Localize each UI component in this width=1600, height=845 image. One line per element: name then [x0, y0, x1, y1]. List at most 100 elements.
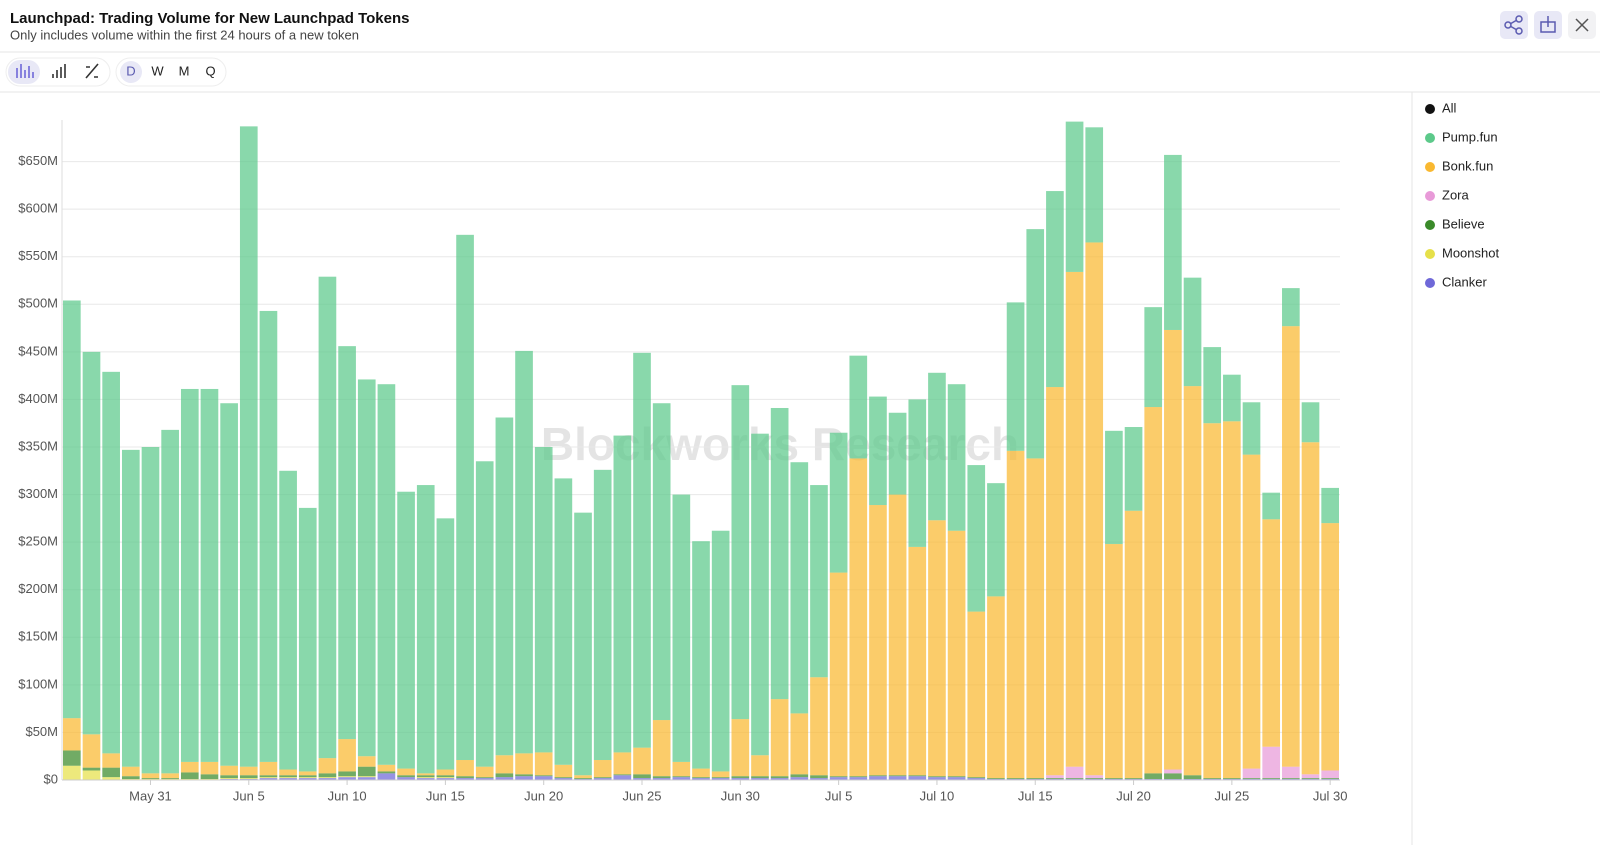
- bar-segment: [534, 775, 553, 777]
- bar-segment: [180, 388, 199, 762]
- bar-segment: [1262, 746, 1281, 779]
- bar-segment: [357, 379, 376, 757]
- bar-segment: [770, 407, 789, 700]
- legend-item[interactable]: Zora: [1425, 187, 1470, 202]
- bar-segment: [888, 412, 907, 495]
- bar-segment: [1124, 778, 1143, 780]
- legend-item[interactable]: Clanker: [1425, 274, 1487, 289]
- bar-segment: [102, 753, 120, 768]
- bar-segment: [1065, 121, 1084, 272]
- bar-segment: [357, 756, 376, 767]
- bar-segment: [810, 775, 828, 779]
- legend-label: Believe: [1442, 216, 1485, 231]
- bar-segment: [711, 771, 730, 778]
- bar-segment: [928, 777, 946, 780]
- bar-segment: [987, 483, 1005, 597]
- bar-segment: [987, 596, 1005, 779]
- bar-segment: [495, 773, 514, 778]
- bar-segment: [1026, 458, 1045, 779]
- bar-segment: [731, 719, 750, 777]
- bar-segment: [908, 399, 927, 547]
- bar-segment: [436, 769, 455, 776]
- bar-segment: [849, 777, 868, 780]
- legend-item[interactable]: All: [1425, 100, 1457, 115]
- bar-segment: [790, 713, 809, 775]
- bar-segment: [928, 520, 946, 777]
- bar-segment: [1006, 450, 1025, 779]
- bar-segment: [220, 778, 238, 780]
- bar-segment: [82, 734, 101, 768]
- bar-segment: [121, 766, 140, 777]
- bar-segment: [318, 276, 337, 759]
- bar-segment: [220, 775, 238, 779]
- bar-segment: [888, 494, 907, 776]
- bar-segment: [1282, 288, 1300, 327]
- bar-segment: [495, 755, 514, 774]
- bar-segment: [1085, 775, 1104, 779]
- chart-subtitle: Only includes volume within the first 24…: [10, 27, 359, 42]
- bar-segment: [1065, 766, 1084, 779]
- period-option[interactable]: M: [179, 63, 190, 78]
- bar-segment: [456, 776, 474, 779]
- bar-segment: [1321, 778, 1339, 780]
- x-tick-label: Jun 10: [328, 788, 367, 803]
- bar-segment: [829, 572, 848, 777]
- close-button[interactable]: [1568, 11, 1596, 39]
- bar-segment: [652, 403, 671, 721]
- y-tick-label: $200M: [18, 581, 58, 596]
- bar-segment: [810, 778, 828, 780]
- bar-segment: [947, 384, 966, 531]
- bar-segment: [1144, 307, 1163, 408]
- bar-segment: [141, 778, 160, 780]
- bar-segment: [475, 777, 494, 779]
- period-option[interactable]: D: [126, 63, 135, 78]
- bar-segment: [987, 778, 1005, 780]
- bar-segment: [1085, 778, 1104, 780]
- bar-segment: [180, 772, 199, 780]
- bar-segment: [574, 775, 592, 779]
- y-tick-label: $300M: [18, 486, 58, 501]
- bar-segment: [1144, 773, 1163, 780]
- legend-item[interactable]: Believe: [1425, 216, 1485, 231]
- bar-segment: [1164, 154, 1182, 330]
- bar-segment: [1006, 302, 1025, 451]
- bar-segment: [121, 449, 140, 767]
- bar-segment: [318, 777, 337, 779]
- bar-segment: [534, 752, 553, 776]
- bar-segment: [239, 126, 258, 767]
- share-button[interactable]: [1500, 11, 1528, 39]
- bar-segment: [377, 771, 396, 774]
- bar-segment: [161, 429, 179, 774]
- legend-item[interactable]: Pump.fun: [1425, 129, 1498, 144]
- bar-segment: [770, 776, 789, 779]
- bar-segment: [554, 764, 573, 778]
- bar-segment: [672, 761, 691, 777]
- bar-segment: [475, 766, 494, 778]
- download-button[interactable]: [1534, 11, 1562, 39]
- bar-segment: [869, 505, 887, 776]
- bar-segment: [849, 776, 868, 778]
- legend-item[interactable]: Moonshot: [1425, 245, 1499, 260]
- period-option[interactable]: W: [151, 63, 164, 78]
- bar-segment: [338, 777, 356, 780]
- legend-label: All: [1442, 100, 1457, 115]
- bar-segment: [515, 774, 533, 777]
- bar-segment: [652, 778, 671, 780]
- bar-segment: [338, 346, 356, 740]
- bar-segment: [82, 770, 101, 780]
- y-tick-label: $450M: [18, 343, 58, 358]
- bar-segment: [161, 778, 179, 780]
- bar-segment: [1321, 487, 1339, 524]
- period-option[interactable]: Q: [205, 63, 215, 78]
- bar-segment: [63, 718, 81, 751]
- bar-segment: [416, 778, 435, 780]
- chart-type-toggle[interactable]: [5, 57, 111, 87]
- legend-item[interactable]: Bonk.fun: [1425, 158, 1493, 173]
- bar-segment: [692, 778, 710, 780]
- bar-segment: [416, 777, 435, 779]
- bar-segment: [829, 777, 848, 780]
- bar-segment: [751, 778, 769, 780]
- bar-segment: [239, 778, 258, 780]
- bar-segment: [298, 507, 317, 772]
